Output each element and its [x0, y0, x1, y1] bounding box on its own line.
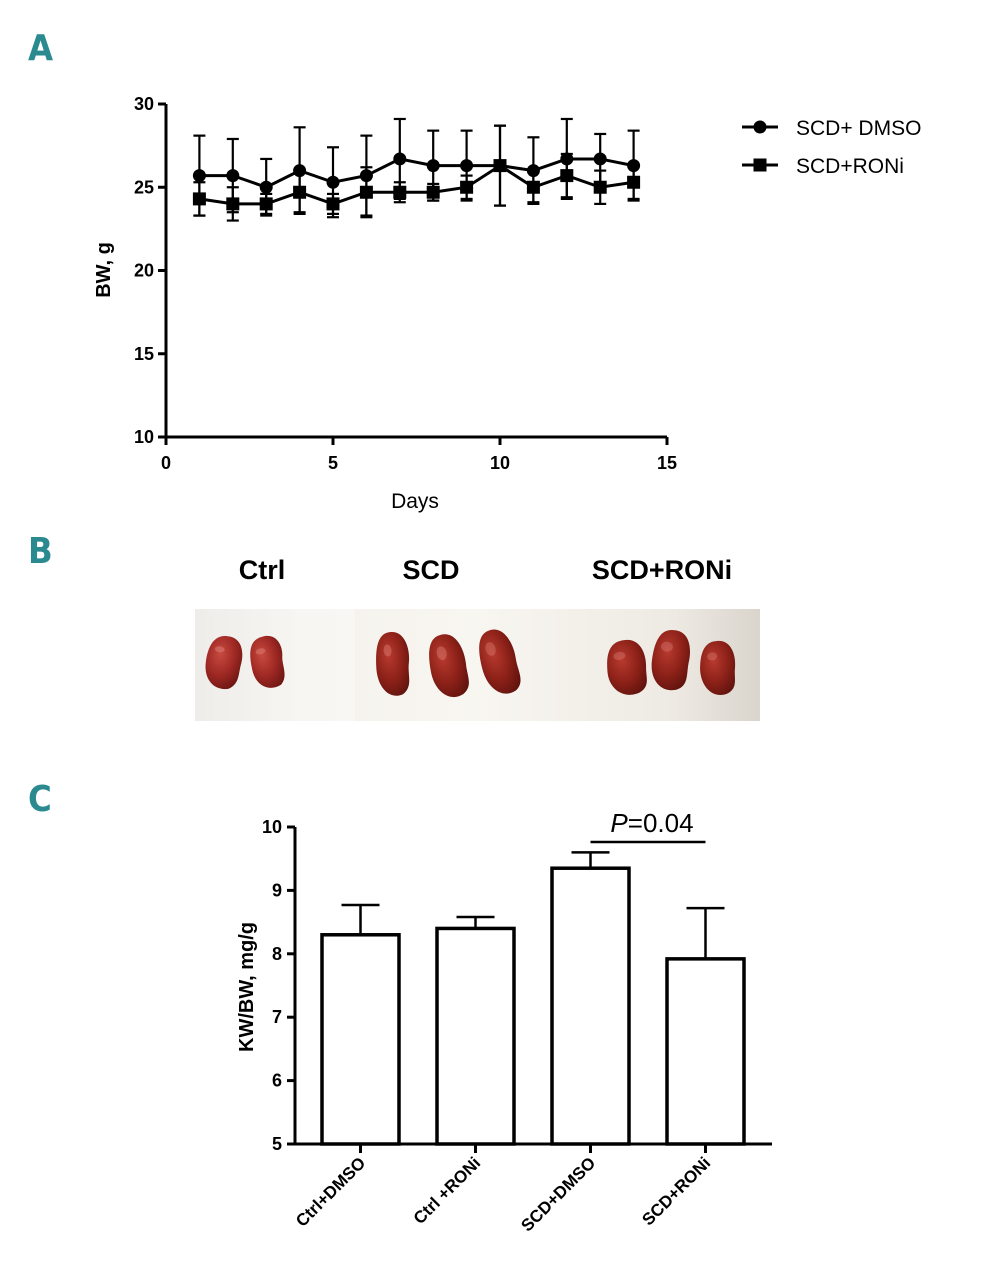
- data-point: [627, 175, 641, 189]
- data-point: [293, 185, 307, 199]
- panel-letter-b: B: [28, 531, 53, 572]
- y-tick-label: 25: [134, 177, 154, 197]
- x-category-label: SCD+RONi: [638, 1153, 714, 1229]
- kidney-scd-2: [429, 634, 469, 698]
- line-chart-y-axis-title: BW, g: [93, 242, 115, 298]
- y-tick-label: 7: [272, 1007, 282, 1027]
- x-tick-label: 15: [657, 453, 677, 473]
- y-tick-label: 30: [134, 94, 154, 114]
- data-point: [460, 180, 474, 194]
- x-category-label: Ctrl+DMSO: [292, 1153, 369, 1230]
- y-tick-label: 15: [134, 344, 154, 364]
- line-chart-body-weight: 10 15 20 25 30 0 5 10 15 SCD+ DMSO SCD+RONi BW, g…: [93, 94, 921, 513]
- photo-label-scd-roni: SCD+RONi: [592, 555, 732, 585]
- y-tick-label: 9: [272, 880, 282, 900]
- legend-marker-square: [753, 158, 767, 172]
- legend-entry: SCD+RONi: [742, 155, 904, 178]
- data-point: [593, 180, 607, 194]
- legend-label: SCD+RONi: [796, 155, 904, 178]
- data-point: [560, 169, 574, 183]
- data-point: [359, 185, 373, 199]
- kidney-scd-3: [479, 629, 521, 694]
- bar-chart-bars: [320, 866, 746, 1146]
- y-tick-label: 10: [262, 817, 282, 837]
- p-value-symbol: P: [610, 808, 628, 838]
- data-point: [493, 159, 507, 173]
- data-point: [393, 152, 407, 166]
- y-tick-label: 20: [134, 261, 154, 281]
- line-chart-markers: [192, 152, 641, 211]
- data-point: [359, 169, 373, 183]
- kidney-photo-panel: Ctrl SCD SCD+RONi: [195, 555, 760, 721]
- data-point: [627, 159, 641, 173]
- data-point: [460, 159, 474, 173]
- x-tick-label: 5: [328, 453, 338, 473]
- data-point: [526, 164, 540, 178]
- bar-chart-y-axis-title: KW/BW, mg/g: [236, 922, 258, 1052]
- panel-letter-a: A: [28, 28, 53, 69]
- x-category-label: Ctrl +RONi: [410, 1153, 485, 1228]
- photo-label-ctrl: Ctrl: [239, 555, 286, 585]
- data-point: [526, 180, 540, 194]
- x-tick-label: 10: [490, 453, 510, 473]
- kidney-roni-3: [700, 641, 736, 695]
- data-point: [426, 185, 440, 199]
- photo-label-scd: SCD: [402, 555, 459, 585]
- kidney-scd-1: [376, 632, 410, 696]
- significance-annotation: P=0.04: [590, 808, 706, 844]
- legend-marker-circle: [753, 120, 767, 134]
- legend-label: SCD+ DMSO: [796, 117, 921, 140]
- kidney-roni-1: [607, 639, 647, 695]
- data-point: [226, 169, 240, 183]
- bar-chart-kidney-weight: 5 6 7 8 9 10 Ctrl+DMSO Ctrl +RONi SCD+DMSO SCD+RO…: [236, 808, 772, 1235]
- data-point: [226, 197, 240, 211]
- p-value-text: =0.04: [628, 808, 694, 838]
- data-point: [293, 164, 307, 178]
- bar: [665, 957, 746, 1146]
- kidney-ctrl-1: [205, 636, 243, 689]
- data-point: [259, 180, 273, 194]
- error-bar: [456, 915, 495, 929]
- y-tick-label: 5: [272, 1134, 282, 1154]
- error-bar: [341, 903, 380, 935]
- panel-letter-c: C: [28, 779, 52, 820]
- y-tick-label: 6: [272, 1071, 282, 1091]
- x-tick-label: 0: [161, 453, 171, 473]
- bar: [550, 866, 631, 1146]
- y-tick-label: 10: [134, 427, 154, 447]
- bar-chart-error-bars: [341, 851, 725, 959]
- data-point: [259, 197, 273, 211]
- line-chart-legend: SCD+ DMSO SCD+RONi: [742, 117, 921, 178]
- kidney-roni-2: [651, 630, 690, 691]
- data-point: [393, 185, 407, 199]
- bar: [320, 933, 401, 1146]
- error-bar: [686, 906, 725, 959]
- data-point: [192, 169, 206, 183]
- error-bar: [571, 851, 610, 869]
- y-tick-label: 8: [272, 944, 282, 964]
- p-value-label: P=0.04: [610, 808, 693, 838]
- data-point: [326, 197, 340, 211]
- x-category-label: SCD+DMSO: [517, 1153, 599, 1235]
- legend-entry: SCD+ DMSO: [742, 117, 921, 140]
- line-chart-x-axis-title: Days: [391, 490, 439, 513]
- data-point: [426, 159, 440, 173]
- data-point: [326, 175, 340, 189]
- kidney-ctrl-2: [250, 635, 285, 688]
- data-point: [593, 152, 607, 166]
- line-chart-axes: 10 15 20 25 30 0 5 10 15: [134, 94, 677, 473]
- bar: [435, 926, 516, 1146]
- data-point: [560, 152, 574, 166]
- data-point: [192, 192, 206, 206]
